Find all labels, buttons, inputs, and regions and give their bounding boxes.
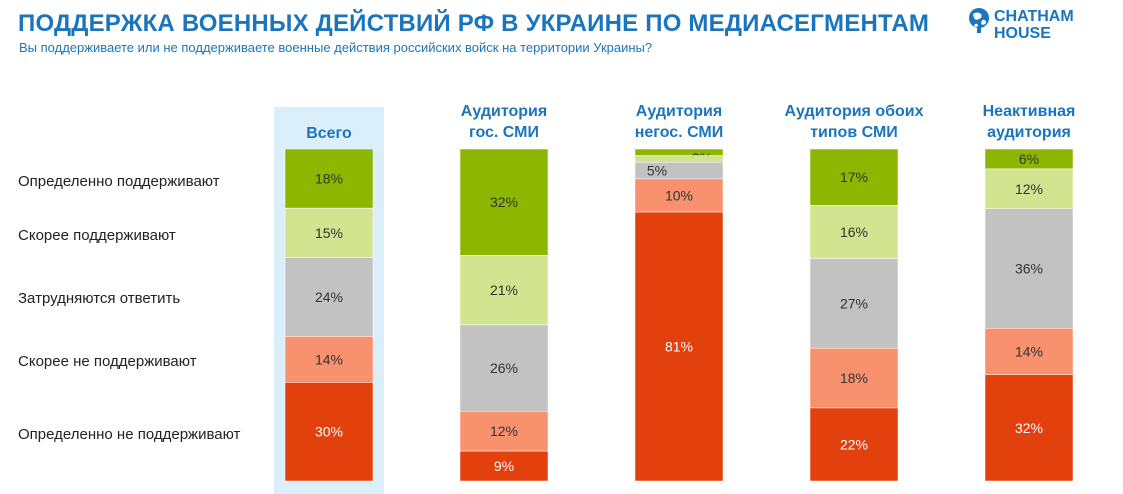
segment-header-label: Аудитория: [461, 103, 547, 120]
bar-data-label: 81%: [665, 339, 693, 355]
segment-header-label: гос. СМИ: [469, 124, 539, 141]
category-label: Скорее поддерживают: [18, 227, 176, 244]
bar-segment: [984, 168, 1074, 210]
bar-segment: [984, 328, 1074, 376]
segment-header-label: Аудитория: [636, 103, 722, 120]
bar-segment: [809, 407, 899, 482]
segment-header-label: Аудитория обоих: [785, 103, 924, 120]
bar-data-label: 16%: [840, 224, 868, 240]
bar-data-label: 27%: [840, 295, 868, 311]
bar-segment: [459, 324, 549, 412]
bar-data-label: 15%: [315, 225, 343, 241]
bar-segment: [284, 207, 374, 258]
logo-line-1: CHATHAM: [994, 8, 1074, 25]
bar-segment: [984, 374, 1074, 482]
bar-data-label: 30%: [315, 424, 343, 440]
bar-data-label: 10%: [665, 187, 693, 203]
bar-segment: [284, 336, 374, 383]
bar-segment: [809, 148, 899, 206]
bar-data-label: 18%: [840, 370, 868, 386]
bar-data-label: 12%: [490, 423, 518, 439]
bar-segment: [459, 411, 549, 452]
page-subtitle: Вы поддерживаете или не поддерживаете во…: [19, 40, 653, 55]
globe-icon: [969, 8, 989, 33]
segment-header-label: негос. СМИ: [635, 124, 724, 141]
logo-line-2: HOUSE: [994, 25, 1051, 42]
bar-data-label: 36%: [1015, 261, 1043, 277]
bar-segment: [984, 208, 1074, 329]
segment-header-label: аудитория: [987, 124, 1071, 141]
segment-header-label: Всего: [306, 125, 352, 142]
chatham-house-logo: CHATHAM HOUSE: [968, 6, 1074, 42]
bar-segment: [459, 254, 549, 326]
bar-data-label: 32%: [1015, 420, 1043, 436]
page-title: ПОДДЕРЖКА ВОЕННЫХ ДЕЙСТВИЙ РФ В УКРАИНЕ …: [18, 10, 930, 37]
bar-data-label: 22%: [840, 436, 868, 452]
bar-data-label: 26%: [490, 360, 518, 376]
category-label: Определенно не поддерживают: [18, 426, 241, 443]
bar-segment: [809, 258, 899, 349]
bar-data-label: 17%: [840, 169, 868, 185]
bar-segment: [284, 148, 374, 209]
category-label: Скорее не поддерживают: [18, 353, 197, 370]
bar-segment: [459, 148, 549, 256]
bar-data-label: 12%: [1015, 181, 1043, 197]
bar-segment: [284, 382, 374, 482]
bar-data-label: 9%: [494, 458, 514, 474]
bar-segment: [634, 155, 724, 163]
bar-segment: [284, 257, 374, 337]
bar-segment: [809, 347, 899, 409]
segment-header-label: типов СМИ: [810, 124, 898, 141]
bar-data-label: 32%: [490, 194, 518, 210]
bar-data-label: 18%: [315, 171, 343, 187]
category-label: Определенно поддерживают: [18, 173, 220, 190]
bar-segment: [459, 450, 549, 482]
bar-segment: [634, 211, 724, 482]
bar-data-label: 21%: [490, 282, 518, 298]
bar-data-label: 5%: [647, 163, 667, 179]
segment-header-label: Неактивная: [983, 103, 1076, 120]
category-label: Затрудняются ответить: [18, 290, 180, 307]
bar-segment: [809, 205, 899, 259]
bar-data-label: 6%: [1019, 151, 1039, 167]
bar-data-label: 14%: [1015, 344, 1043, 360]
bar-data-label: 24%: [315, 289, 343, 305]
bar-data-label: 14%: [315, 351, 343, 367]
bar-segment: [634, 178, 724, 213]
